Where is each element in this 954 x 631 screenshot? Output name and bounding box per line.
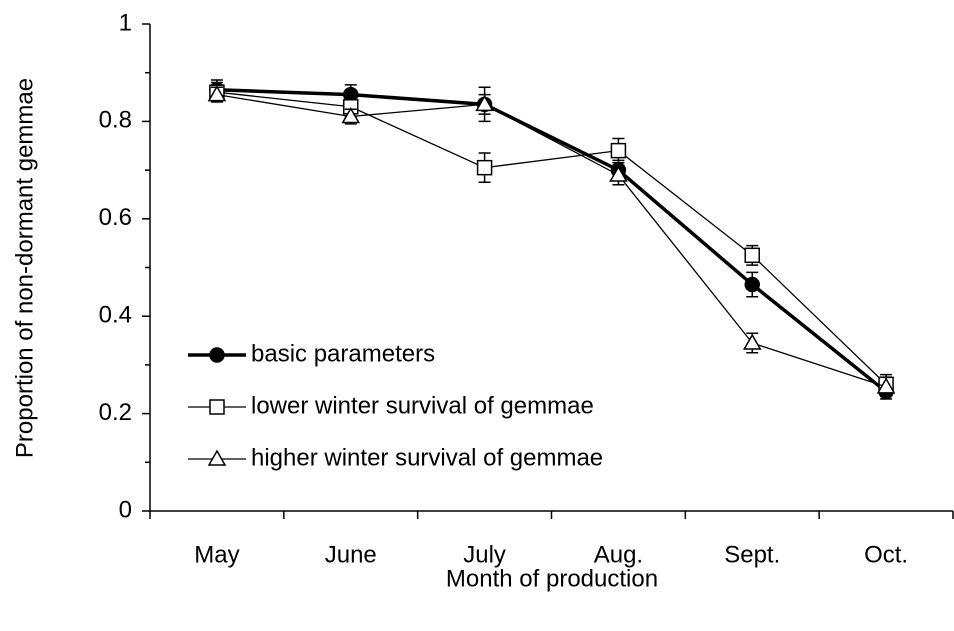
data-point bbox=[609, 165, 628, 182]
x-tick-label: July bbox=[463, 541, 506, 568]
data-point bbox=[475, 94, 494, 112]
legend-marker bbox=[209, 399, 225, 415]
x-tick-label: Oct. bbox=[864, 541, 908, 568]
legend-marker bbox=[207, 449, 227, 466]
series-line bbox=[216, 93, 887, 388]
data-point bbox=[341, 107, 361, 124]
data-point bbox=[207, 85, 227, 102]
legend-label: lower winter survival of gemmae bbox=[251, 392, 594, 419]
x-tick-label: June bbox=[325, 541, 377, 568]
legend-marker bbox=[209, 347, 225, 363]
series-line bbox=[216, 87, 888, 394]
data-point bbox=[610, 142, 627, 159]
y-tick-label: 1 bbox=[119, 9, 132, 36]
legend-label: higher winter survival of gemmae bbox=[251, 444, 603, 471]
series-line bbox=[216, 91, 887, 385]
y-axis-title: Proportion of non-dormant gemmae bbox=[11, 78, 38, 458]
y-tick-label: 0 bbox=[119, 496, 132, 523]
data-point bbox=[876, 377, 896, 394]
data-point bbox=[744, 276, 760, 293]
x-tick-label: Aug. bbox=[594, 541, 643, 568]
x-tick-label: Sept. bbox=[724, 541, 780, 568]
y-tick-label: 0.2 bbox=[99, 399, 132, 426]
data-point bbox=[476, 159, 493, 176]
y-tick-label: 0.6 bbox=[99, 204, 132, 231]
x-axis-title: Month of production bbox=[446, 565, 658, 592]
legend-label: basic parameters bbox=[251, 340, 435, 367]
data-point bbox=[742, 333, 762, 350]
y-tick-label: 0.4 bbox=[99, 302, 132, 329]
y-tick-label: 0.8 bbox=[99, 107, 132, 134]
x-tick-label: May bbox=[194, 541, 239, 568]
data-point bbox=[744, 247, 760, 264]
